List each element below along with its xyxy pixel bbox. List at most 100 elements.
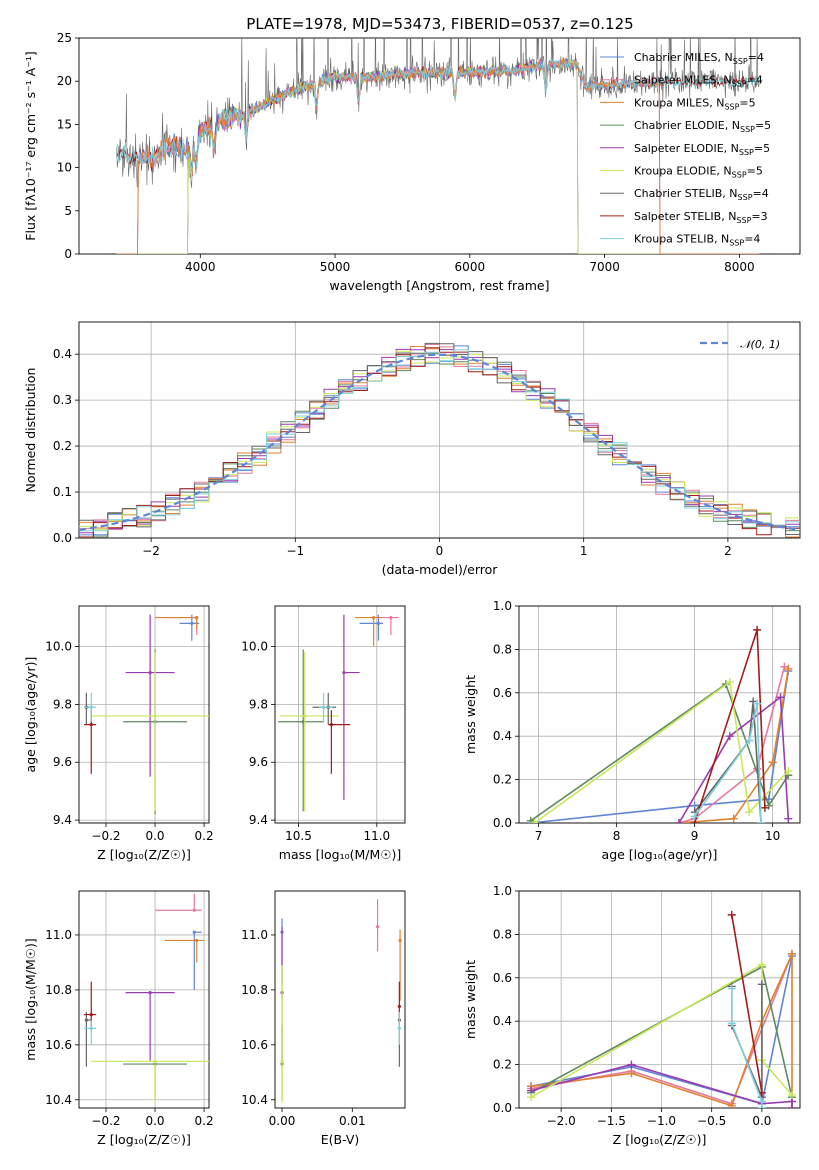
y-tick-label: 0.2 xyxy=(493,1058,512,1072)
data-point xyxy=(376,621,380,625)
legend-entry-label: Kroupa STELIB, N xyxy=(634,233,729,246)
normal-legend-label: 𝒩(0, 1) xyxy=(740,338,780,351)
plus-marker xyxy=(756,819,765,823)
legend-entry-subscript: SSP xyxy=(732,80,747,89)
y-tick-label: 20 xyxy=(57,74,72,88)
x-tick-label: 0.0 xyxy=(145,829,164,843)
plus-marker xyxy=(757,960,766,969)
y-tick-label: 1.0 xyxy=(493,884,512,898)
y-tick-label: 0.0 xyxy=(493,816,512,830)
data-point xyxy=(84,1018,88,1022)
axes-frame xyxy=(78,890,210,1109)
x-tick-label: −1.5 xyxy=(597,1114,626,1128)
legend-entry-suffix: =4 xyxy=(748,51,764,64)
y-tick-label: 0.0 xyxy=(53,531,72,545)
x-tick-label: −0.2 xyxy=(91,829,120,843)
y-tick-label: 10.4 xyxy=(241,1093,268,1107)
series-chabrier-elodie-line xyxy=(530,682,789,822)
y-tick-label: 0.8 xyxy=(493,642,512,656)
series-chabrier-stelib-line xyxy=(693,701,762,823)
series-kroupa-stelib-line xyxy=(693,703,762,823)
plus-marker xyxy=(729,814,738,823)
plus-marker xyxy=(784,664,793,673)
x-tick-label: 11.0 xyxy=(363,829,390,843)
y-axis-label: mass weight xyxy=(463,675,478,754)
series-salpeter-miles-line xyxy=(678,666,786,823)
axes-frame xyxy=(78,605,210,824)
y-tick-label: 9.8 xyxy=(249,697,268,711)
x-tick-label: 1 xyxy=(580,544,588,558)
y-tick-label: 10.0 xyxy=(241,640,268,654)
y-tick-label: 10.6 xyxy=(45,1038,72,1052)
x-axis-label: Z [log₁₀(Z/Z☉)] xyxy=(613,1132,707,1147)
x-tick-label: 6000 xyxy=(455,260,486,274)
x-tick-label: 0.2 xyxy=(195,829,214,843)
data-point xyxy=(89,723,93,727)
plus-marker xyxy=(527,1093,536,1102)
y-tick-label: 10.8 xyxy=(45,983,72,997)
legend-entry: Kroupa STELIB, NSSP=4 xyxy=(634,233,760,248)
legend-entry-label: Chabrier MILES, N xyxy=(634,51,733,64)
plus-marker xyxy=(784,766,793,775)
x-axis-label: age [log₁₀(age/yr)] xyxy=(602,847,718,862)
plus-marker xyxy=(675,819,684,823)
y-tick-label: 0.2 xyxy=(53,439,72,453)
x-tick-label: 9 xyxy=(691,829,699,843)
mass-vs-metallicity-panel: −0.2 0.0 0.2 10.4 10.6 10.8 11.0 Z [log₁₀(Z/Z☉)… xyxy=(23,890,214,1147)
legend-entry: Kroupa ELODIE, NSSP=5 xyxy=(634,165,763,180)
series-chabrier-miles-line xyxy=(530,670,790,823)
axes-frame xyxy=(78,321,801,539)
legend-entry-suffix: =5 xyxy=(754,142,770,155)
age-vs-metallicity-panel: −0.2 0.0 0.2 9.4 9.6 9.8 10.0 Z [log₁₀(Z/Z☉)] ag… xyxy=(23,605,214,862)
data-point xyxy=(397,1004,401,1008)
data-point xyxy=(89,1026,93,1030)
legend-entry-label: Salpeter MILES, N xyxy=(634,74,732,87)
legend-entry: Salpeter STELIB, NSSP=3 xyxy=(634,210,768,225)
y-axis-label: Flux [fλ10⁻¹⁷ erg cm⁻² s⁻¹ A⁻¹] xyxy=(23,51,38,240)
y-tick-label: 9.8 xyxy=(53,697,72,711)
y-tick-label: 10.0 xyxy=(45,640,72,654)
plus-marker xyxy=(768,758,777,767)
data-point xyxy=(303,714,307,718)
axes-frame xyxy=(274,890,406,1109)
data-point xyxy=(375,925,380,929)
mass-vs-ebv-panel: 0.00 0.01 10.4 10.6 10.8 11.0 E(B-V) xyxy=(241,890,406,1147)
axes-frame xyxy=(274,605,406,824)
series-kroupa-miles-line xyxy=(678,668,790,823)
y-tick-label: 0 xyxy=(64,247,72,261)
plus-marker xyxy=(627,1069,636,1078)
y-tick-label: 0.6 xyxy=(493,686,512,700)
series-kroupa-elodie-line xyxy=(534,680,789,823)
legend-entry-suffix: =5 xyxy=(747,165,763,178)
x-tick-label: 5000 xyxy=(320,260,351,274)
y-tick-label: 1.0 xyxy=(493,599,512,613)
legend-entry-subscript: SSP xyxy=(732,171,747,180)
y-axis-label: age [log₁₀(age/yr)] xyxy=(23,657,38,773)
y-tick-label: 10.8 xyxy=(241,983,268,997)
x-axis-label: Z [log₁₀(Z/Z☉)] xyxy=(97,847,191,862)
x-tick-label: −0.5 xyxy=(697,1114,726,1128)
series-salpeter-stelib-line xyxy=(731,914,763,1093)
y-tick-label: 9.4 xyxy=(249,813,268,827)
x-tick-label: −1.0 xyxy=(647,1114,676,1128)
legend-entry-label: Chabrier ELODIE, N xyxy=(634,119,740,132)
x-tick-label: 8000 xyxy=(724,260,755,274)
plus-marker xyxy=(727,1101,736,1108)
data-point xyxy=(153,714,157,718)
x-tick-label: 0.0 xyxy=(145,1114,164,1128)
x-tick-label: 2 xyxy=(724,544,732,558)
y-tick-label: 0.2 xyxy=(493,773,512,787)
legend-entry: Salpeter ELODIE, NSSP=5 xyxy=(634,142,770,157)
spectrum-kroupa-stelib-line xyxy=(116,57,760,171)
figure-title: PLATE=1978, MJD=53473, FIBERID=0537, z=0… xyxy=(246,15,633,33)
plus-marker xyxy=(727,910,736,919)
data-point xyxy=(190,621,194,625)
data-point xyxy=(195,615,199,620)
data-point xyxy=(397,1026,401,1030)
data-point xyxy=(148,991,152,995)
legend-entry-label: Chabrier STELIB, N xyxy=(634,187,738,200)
y-tick-label: 0.4 xyxy=(493,1014,512,1028)
data-point xyxy=(280,1059,284,1063)
data-point xyxy=(148,670,152,675)
